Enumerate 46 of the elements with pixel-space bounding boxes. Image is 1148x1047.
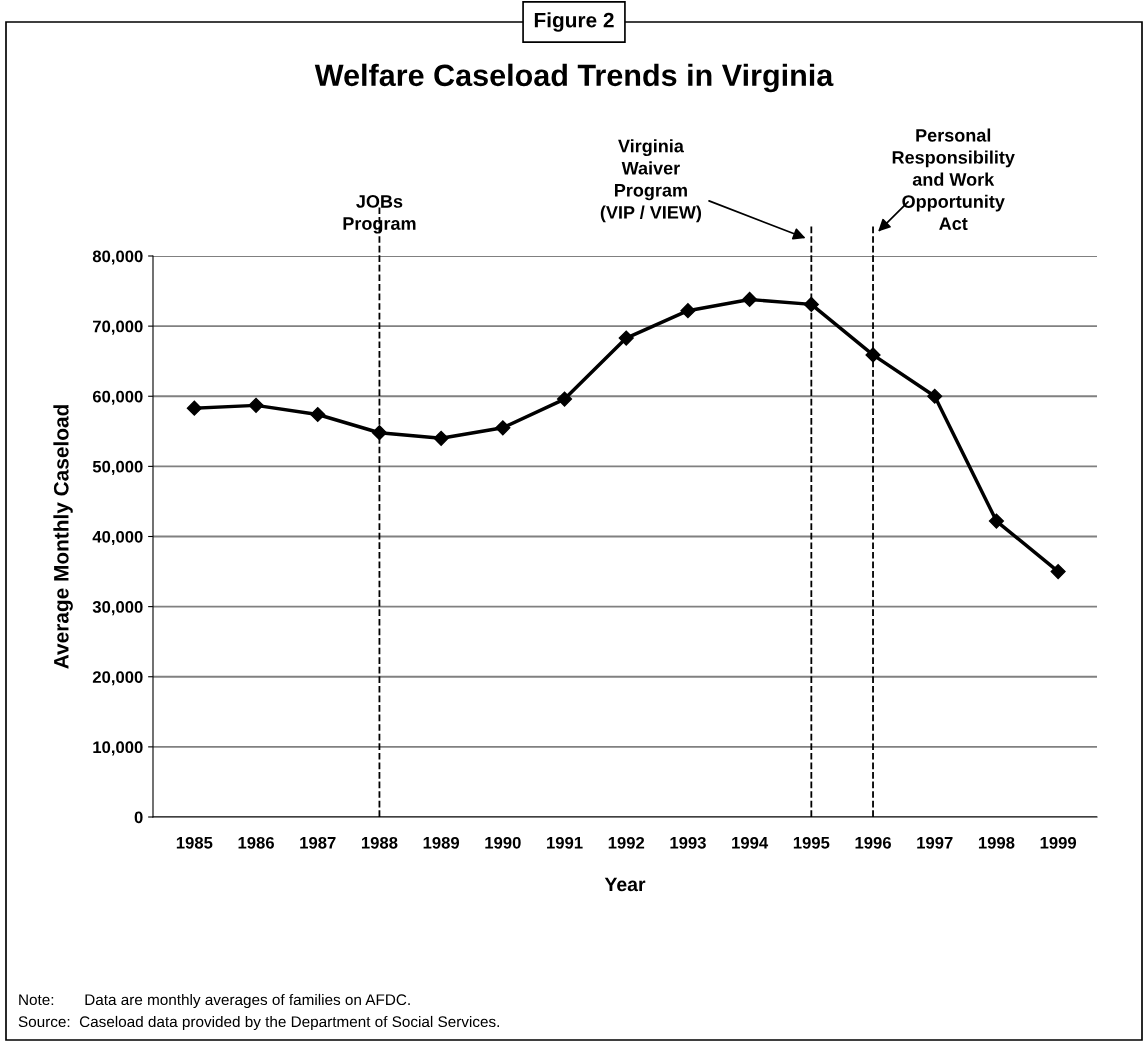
point bbox=[988, 513, 1005, 529]
x-tick-label: 1996 bbox=[855, 836, 891, 849]
x-tick-label: 1995 bbox=[793, 836, 830, 849]
x-axis-title: Year bbox=[604, 877, 646, 892]
y-tick-label: 30,000 bbox=[92, 601, 143, 616]
point bbox=[927, 388, 943, 404]
y-tick-label: 0 bbox=[134, 811, 143, 824]
chart-title: Welfare Caseload Trends in Virginia bbox=[314, 63, 834, 93]
point bbox=[186, 400, 202, 416]
x-tick-label: 1990 bbox=[485, 836, 521, 849]
y-tick-label: 80,000 bbox=[92, 250, 143, 265]
y-axis-title: Average Monthly Caseload bbox=[53, 405, 73, 669]
x-tick-label: 1994 bbox=[732, 836, 769, 849]
x-tick-label: 1999 bbox=[1040, 836, 1077, 849]
point bbox=[495, 420, 511, 436]
chart-subtitle: Figure 2 bbox=[534, 12, 614, 32]
point bbox=[433, 430, 449, 446]
y-tick-label: 70,000 bbox=[93, 320, 143, 335]
y-tick-label: 20,000 bbox=[92, 671, 143, 686]
x-tick-label: 1998 bbox=[978, 836, 1015, 849]
point bbox=[680, 303, 696, 319]
x-tick-label: 1992 bbox=[608, 836, 645, 849]
y-tick-label: 40,000 bbox=[92, 530, 143, 546]
ref-line-label: Virginia Waiver Program (VIP / VIEW) bbox=[600, 139, 702, 223]
ref-line-label: JOBs Program bbox=[343, 195, 416, 234]
x-tick-label: 1988 bbox=[361, 836, 398, 849]
point bbox=[371, 425, 388, 441]
y-tick-label: 60,000 bbox=[92, 390, 143, 405]
x-tick-label: 1986 bbox=[238, 836, 274, 849]
x-tick-label: 1987 bbox=[300, 836, 336, 849]
x-tick-label: 1989 bbox=[423, 836, 460, 849]
point bbox=[310, 406, 326, 423]
x-tick-label: 1997 bbox=[917, 836, 953, 849]
x-tick-label: 1985 bbox=[176, 836, 213, 849]
x-tick-label: 1991 bbox=[547, 836, 583, 849]
point bbox=[1050, 563, 1066, 580]
point bbox=[248, 397, 264, 413]
point bbox=[556, 391, 573, 407]
x-tick-label: 1993 bbox=[670, 836, 706, 849]
source-note: Source: Caseload data provided by the Department of Social Services. bbox=[18, 1015, 499, 1031]
y-tick-label: 50,000 bbox=[92, 460, 143, 475]
y-tick-label: 10,000 bbox=[93, 741, 143, 756]
point bbox=[742, 291, 758, 308]
text: Note: Data are monthly averages of families on AFDC. bbox=[19, 993, 410, 1009]
point bbox=[618, 330, 634, 346]
ref-line-label: Personal Responsibility and Work Opportunity Act bbox=[892, 128, 1015, 230]
